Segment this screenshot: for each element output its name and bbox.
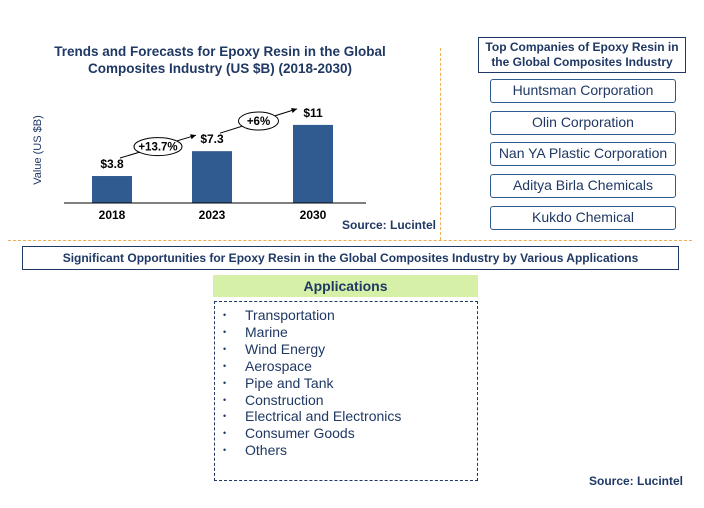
growth-label: +13.7% [138, 142, 177, 154]
application-item: • Transportation [223, 307, 477, 324]
chart-title: Trends and Forecasts for Epoxy Resin in … [54, 44, 386, 76]
bullet-icon: • [223, 343, 227, 354]
growth-label: +6% [247, 116, 270, 128]
application-item: • Wind Energy [223, 341, 477, 358]
chart-source: Source: Lucintel [342, 218, 437, 232]
x-tick-label: 2018 [99, 208, 126, 222]
data-label: $11 [303, 106, 323, 120]
x-tick-label: 2023 [199, 208, 226, 222]
application-item: • Others [223, 442, 477, 459]
data-label: $3.8 [100, 157, 124, 171]
bullet-icon: • [223, 360, 227, 371]
bar [293, 124, 333, 203]
growth-bubble [238, 111, 279, 131]
company-item: Olin Corporation [490, 111, 676, 135]
application-label: Aerospace [245, 357, 312, 374]
bullet-icon: • [223, 326, 227, 337]
bullet-icon: • [223, 310, 227, 320]
growth-arrowhead [291, 108, 297, 114]
company-item: Aditya Birla Chemicals [490, 174, 676, 198]
bar-chart: Value (US $B) $3.8 2018 $7.3 2023 $11 2030 +13.… [32, 106, 366, 222]
bullet-icon: • [223, 428, 227, 439]
horizontal-divider [8, 240, 692, 241]
companies-title-text: Top Companies of Epoxy Resin in the Glob… [485, 40, 679, 69]
bullet-icon: • [223, 377, 227, 388]
applications-list: • Transportation • Marine • Wind Energy • Ae… [215, 302, 477, 459]
growth-arrowhead [190, 134, 196, 140]
application-label: Construction [245, 391, 324, 408]
application-label: Consumer Goods [245, 425, 355, 442]
application-item: • Electrical and Electronics [223, 408, 477, 425]
bullet-icon: • [223, 411, 227, 422]
application-label: Transportation [245, 307, 335, 323]
growth-bubble [133, 137, 183, 157]
bar [192, 151, 232, 203]
application-label: Wind Energy [245, 340, 326, 357]
applications-list-box: • Transportation • Marine • Wind Energy • Ae… [214, 301, 478, 481]
application-item: • Pipe and Tank [223, 375, 477, 392]
y-axis-label: Value (US $B) [32, 115, 44, 185]
data-label: $7.3 [200, 132, 224, 146]
application-label: Pipe and Tank [245, 374, 334, 391]
opportunities-title: Significant Opportunities for Epoxy Resi… [22, 246, 679, 270]
bullet-icon: • [223, 394, 227, 405]
application-label: Electrical and Electronics [245, 408, 402, 425]
bottom-source: Source: Lucintel [589, 474, 684, 488]
application-item: • Consumer Goods [223, 425, 477, 442]
application-label: Others [245, 442, 288, 459]
application-item: • Marine [223, 324, 477, 341]
company-item: Huntsman Corporation [490, 79, 676, 103]
application-item: • Aerospace [223, 358, 477, 375]
application-item: • Construction [223, 392, 477, 409]
x-tick-label: 2030 [300, 208, 327, 222]
bullet-icon: • [223, 445, 227, 456]
company-item: Nan YA Plastic Corporation [490, 142, 676, 166]
company-item: Kukdo Chemical [490, 206, 676, 230]
application-label: Marine [245, 323, 288, 340]
applications-header: Applications [213, 275, 478, 297]
vertical-divider [440, 48, 441, 240]
bar [92, 176, 132, 203]
companies-title: Top Companies of Epoxy Resin in the Glob… [478, 37, 686, 73]
